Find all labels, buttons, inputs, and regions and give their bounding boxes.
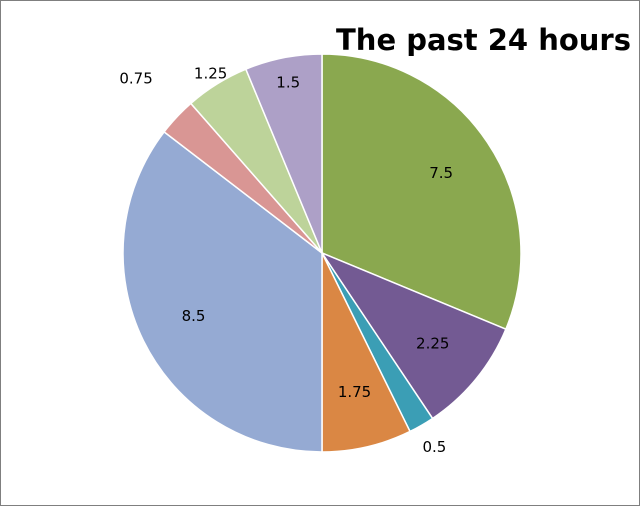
pie-slice (321, 53, 522, 331)
pie-slice (320, 251, 507, 420)
slice-data-label: 0.75 (119, 69, 152, 87)
slice-data-label: 0.5 (423, 438, 447, 456)
slice-data-label: 1.5 (276, 74, 300, 92)
pie-slice (122, 130, 323, 453)
slice-data-label: 7.5 (429, 164, 453, 182)
slice-data-label: 2.25 (416, 334, 449, 352)
chart-title: The past 24 hours (336, 23, 631, 57)
slice-data-label: 8.5 (182, 307, 206, 325)
slice-data-label: 1.25 (194, 64, 227, 82)
slice-data-label: 1.75 (338, 383, 371, 401)
pie-slice (244, 53, 323, 254)
